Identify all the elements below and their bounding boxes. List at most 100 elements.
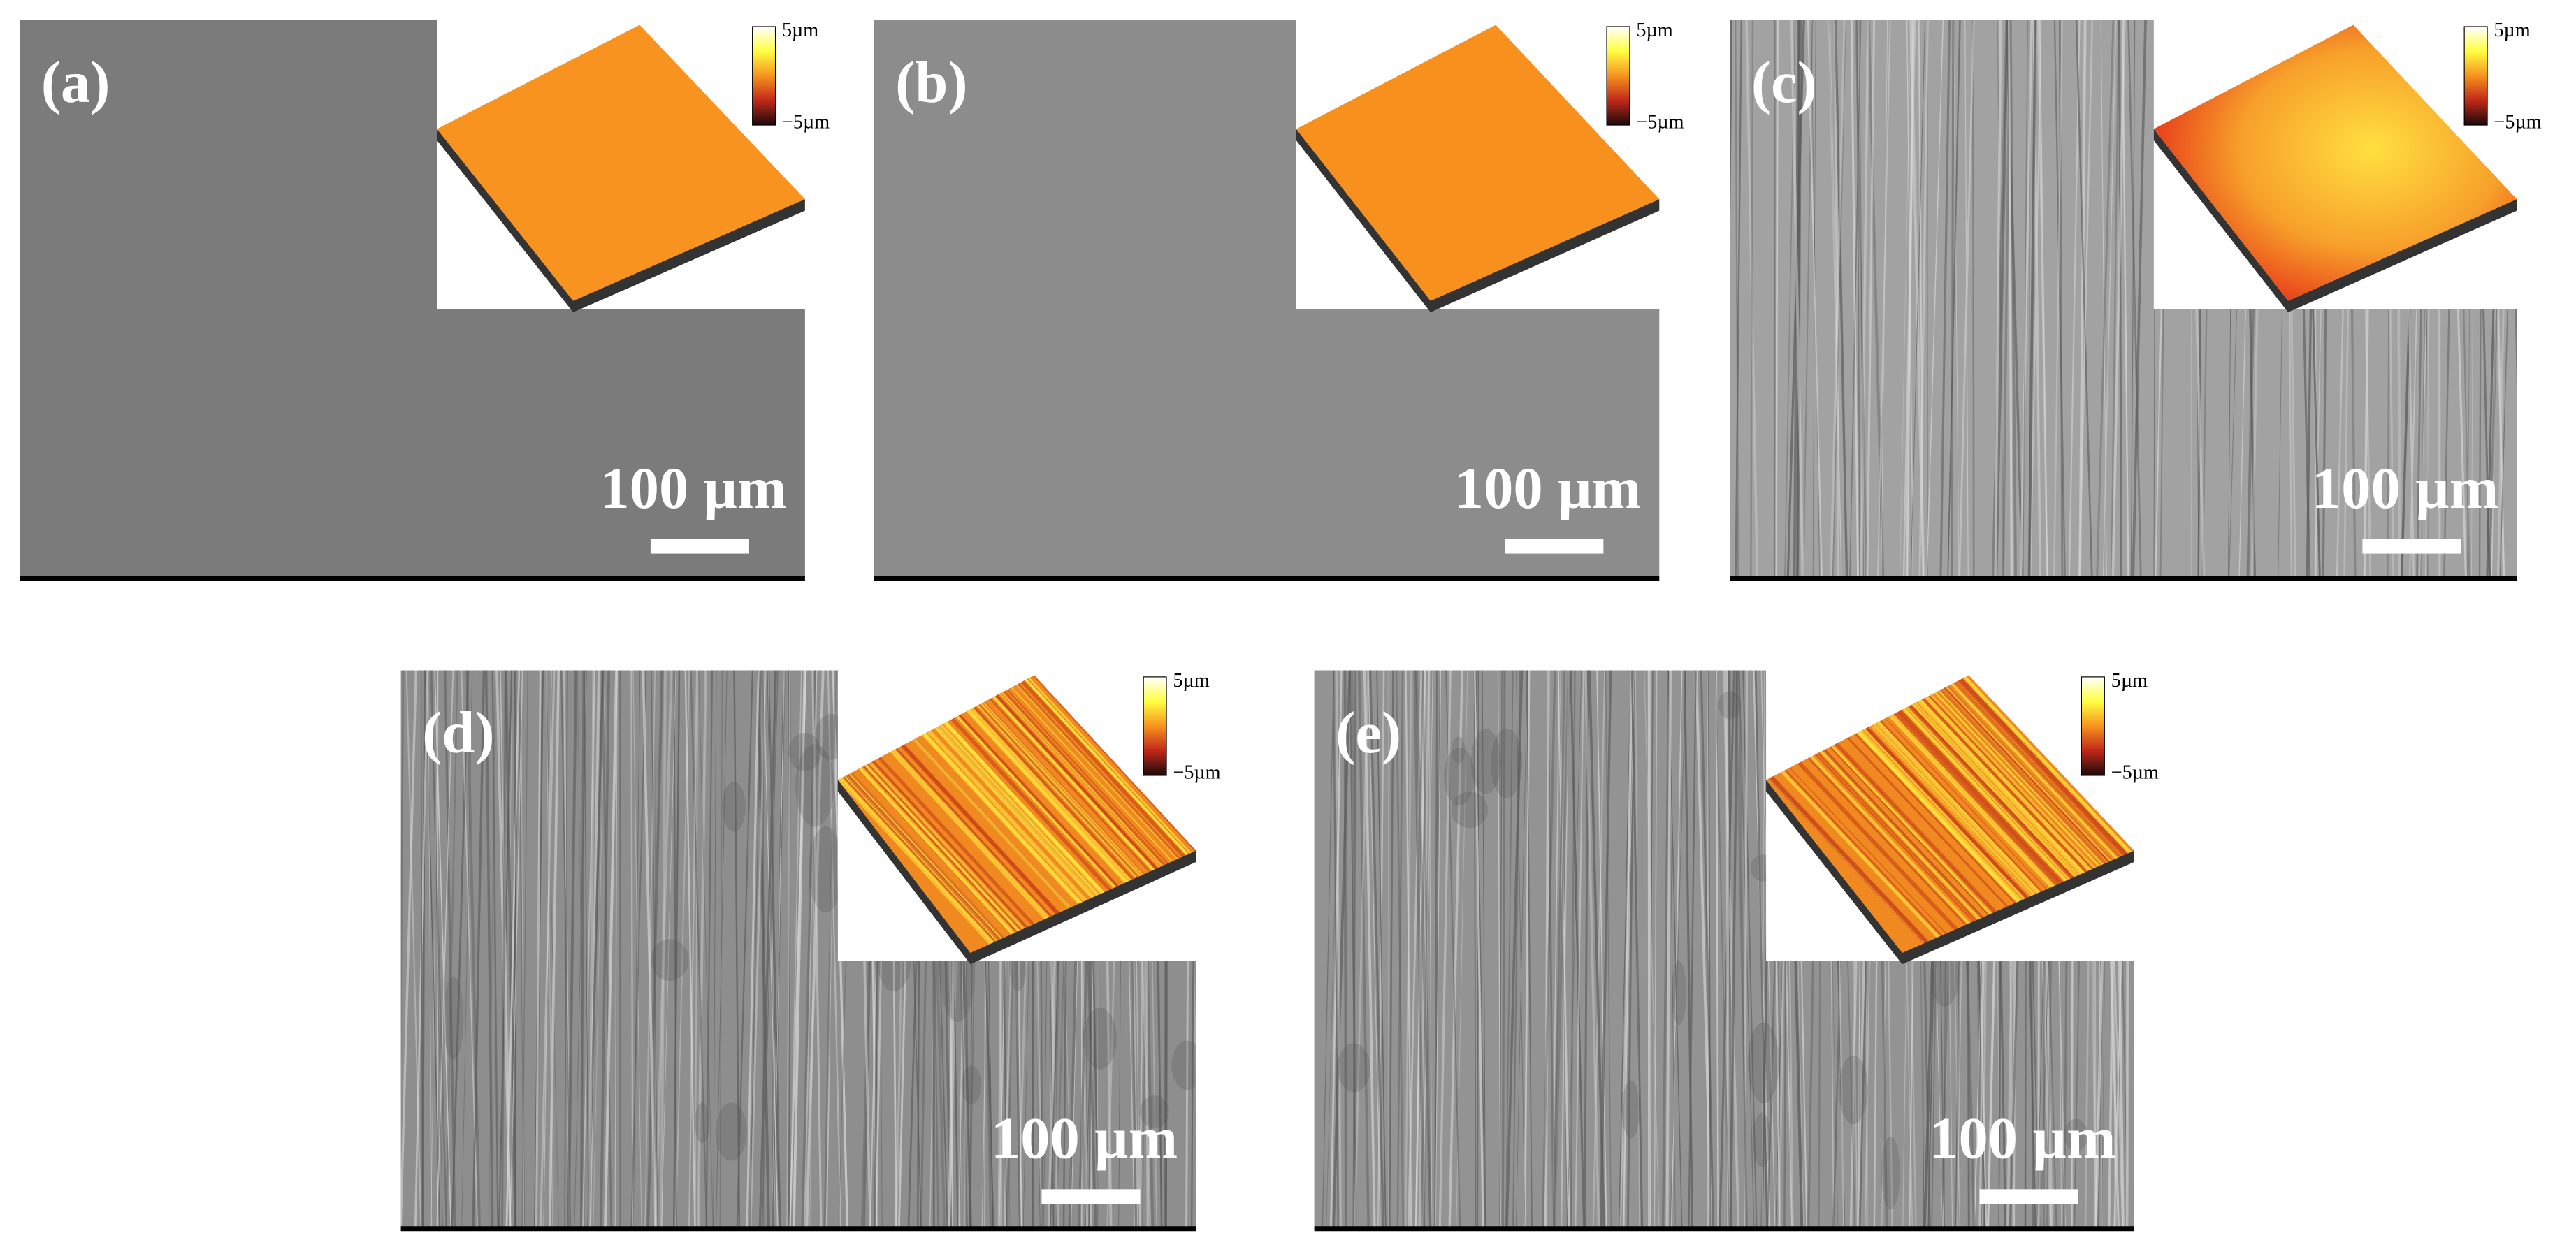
streak [1700, 670, 1715, 1229]
spot [695, 1102, 710, 1144]
ridge [1952, 683, 2119, 859]
streak [1866, 20, 1876, 578]
streak [2058, 20, 2064, 578]
spot [1444, 748, 1475, 805]
streak [535, 670, 542, 1229]
streak [1900, 20, 1911, 578]
streak [499, 670, 512, 1229]
streak [811, 670, 823, 1229]
ridge [1025, 679, 1188, 856]
streak [521, 670, 525, 1229]
ridge [1890, 714, 2058, 892]
streak [1630, 670, 1644, 1229]
spot [1171, 1040, 1196, 1091]
streak [1807, 20, 1823, 578]
ridge [1908, 704, 2076, 883]
streak [1599, 670, 1612, 1229]
streak [1596, 670, 1607, 1229]
ridge [1770, 776, 1938, 953]
ridge [950, 717, 1116, 896]
streak [400, 670, 418, 1229]
streak [2127, 20, 2142, 578]
streak [1389, 670, 1394, 1229]
streak [1575, 670, 1584, 1229]
streak [758, 670, 777, 1229]
texture [1322, 670, 2134, 1229]
streak [1526, 670, 1533, 1229]
ridge [984, 701, 1148, 877]
ridge [995, 694, 1160, 872]
streak [792, 670, 806, 1229]
streak [1505, 670, 1514, 1229]
streak [2009, 20, 2018, 578]
ridge [940, 724, 1104, 901]
spot [1491, 728, 1523, 798]
streak [2075, 20, 2093, 578]
ridge [927, 729, 1092, 908]
ridge [1939, 688, 2108, 866]
streak [1473, 670, 1477, 1229]
spot [1785, 854, 1802, 900]
ridge [1951, 683, 2118, 860]
ridge [1782, 770, 1950, 947]
streak [1855, 20, 1868, 578]
ridge [1888, 715, 2055, 892]
streak [1335, 670, 1342, 1229]
streak [1715, 670, 1719, 1229]
colorbar [1606, 26, 1630, 126]
streak [630, 670, 647, 1229]
streak [672, 670, 681, 1229]
ridge [1894, 711, 2063, 890]
ridge [1837, 742, 2004, 919]
spot [1337, 1043, 1370, 1093]
streak [1332, 670, 1352, 1229]
streak [545, 670, 553, 1229]
ridge [1025, 678, 1189, 856]
streak [2125, 670, 2129, 1229]
streak [1754, 670, 1768, 1229]
panel: 5µm −5µm (b) 100 µm [874, 20, 1684, 581]
streak [2132, 20, 2147, 578]
streak [431, 670, 443, 1229]
streak [444, 670, 456, 1229]
streak [762, 670, 779, 1229]
streak [509, 670, 523, 1229]
streak [1737, 670, 1747, 1229]
streak [581, 670, 596, 1229]
spot [1139, 1095, 1169, 1128]
streak [1421, 670, 1433, 1229]
ridge [850, 772, 1014, 949]
sem-image [20, 20, 805, 578]
ridge [1922, 697, 2090, 875]
colorbar [2463, 26, 2488, 126]
streak [1834, 20, 1840, 578]
panel: 5µm −5µm (a) 100 µm [20, 20, 830, 581]
ridge [1028, 677, 1192, 854]
streak [1730, 20, 1733, 578]
ridge [1960, 678, 2128, 856]
ridge [1954, 681, 2122, 859]
streak [786, 670, 791, 1229]
spot [809, 826, 843, 913]
ridge [890, 750, 1055, 928]
streak [1424, 670, 1433, 1229]
spot [651, 939, 689, 981]
streak [1376, 670, 1387, 1229]
streak [2078, 20, 2094, 578]
spot [1672, 960, 1686, 1026]
ridge [999, 693, 1162, 870]
streak [1524, 670, 1531, 1229]
ridge [1863, 728, 2031, 905]
spot [1750, 854, 1777, 882]
streak [600, 670, 611, 1229]
streak [1665, 670, 1672, 1229]
streak [430, 670, 448, 1229]
streak [1584, 670, 1600, 1229]
streak [2096, 20, 2115, 578]
scale-label: 100 µm [2312, 456, 2498, 521]
streak [428, 670, 433, 1229]
ridge [1938, 690, 2105, 867]
ridge [1917, 700, 2085, 878]
scale-bar [650, 539, 749, 554]
